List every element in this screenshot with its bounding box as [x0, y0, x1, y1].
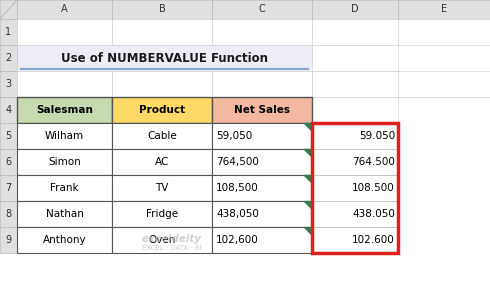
Bar [17, 123, 112, 149]
Bar [17, 71, 112, 97]
Bar [112, 123, 212, 149]
Bar [112, 227, 212, 253]
Bar [0, 45, 17, 71]
Text: C: C [259, 4, 266, 15]
Text: 764,500: 764,500 [216, 157, 259, 167]
Text: 108.500: 108.500 [352, 183, 395, 193]
Text: Nathan: Nathan [46, 209, 83, 219]
Bar [398, 19, 490, 45]
Bar [212, 123, 312, 149]
Bar [312, 19, 398, 45]
Bar [112, 175, 212, 201]
Text: Fridge: Fridge [146, 209, 178, 219]
Polygon shape [304, 227, 312, 235]
Bar [17, 19, 112, 45]
Bar [0, 227, 17, 253]
Text: 438,050: 438,050 [216, 209, 259, 219]
Bar [17, 0, 112, 19]
Bar [0, 149, 17, 175]
Text: B: B [159, 4, 166, 15]
Text: 59.050: 59.050 [359, 131, 395, 141]
Text: Cable: Cable [147, 131, 177, 141]
Bar [0, 19, 17, 45]
Bar [17, 45, 312, 71]
Bar [312, 45, 398, 71]
Text: 2: 2 [5, 53, 12, 63]
Bar [17, 175, 112, 201]
Text: 5: 5 [5, 131, 12, 141]
Text: Oven: Oven [148, 235, 176, 245]
Bar [212, 201, 312, 227]
Text: 102,600: 102,600 [216, 235, 259, 245]
Bar [0, 0, 17, 19]
Bar [212, 227, 312, 253]
Bar [212, 149, 312, 175]
Text: 764.500: 764.500 [352, 157, 395, 167]
Text: EXCEL · DATA · BI: EXCEL · DATA · BI [142, 245, 202, 251]
Bar [17, 97, 112, 123]
Text: exceldeity: exceldeity [142, 234, 202, 244]
Text: 8: 8 [5, 209, 12, 219]
Bar [17, 227, 112, 253]
Text: A: A [61, 4, 68, 15]
Text: E: E [441, 4, 447, 15]
Text: 59,050: 59,050 [216, 131, 252, 141]
Bar [0, 201, 17, 227]
Text: Frank: Frank [50, 183, 79, 193]
Text: Wilham: Wilham [45, 131, 84, 141]
Bar [17, 201, 112, 227]
Bar [17, 149, 112, 175]
Bar [212, 71, 312, 97]
Polygon shape [304, 175, 312, 183]
Text: Salesman: Salesman [36, 105, 93, 115]
Bar [312, 71, 398, 97]
Bar [0, 97, 17, 123]
Bar [112, 0, 212, 19]
Bar [398, 0, 490, 19]
Bar [312, 0, 398, 19]
Text: Net Sales: Net Sales [234, 105, 290, 115]
Bar [112, 19, 212, 45]
Bar [312, 97, 398, 123]
Text: D: D [351, 4, 359, 15]
Text: TV: TV [155, 183, 169, 193]
Bar [312, 175, 398, 201]
Text: Product: Product [139, 105, 185, 115]
Text: 3: 3 [5, 79, 12, 89]
Polygon shape [304, 123, 312, 131]
Bar [212, 175, 312, 201]
Polygon shape [304, 201, 312, 209]
Text: 9: 9 [5, 235, 12, 245]
Bar [0, 123, 17, 149]
Text: 438.050: 438.050 [352, 209, 395, 219]
Polygon shape [304, 149, 312, 157]
Bar [212, 19, 312, 45]
Bar [312, 123, 398, 253]
Text: Simon: Simon [48, 157, 81, 167]
Bar [312, 149, 398, 175]
Bar [112, 97, 212, 123]
Text: AC: AC [155, 157, 169, 167]
Bar [312, 227, 398, 253]
Text: Use of NUMBERVALUE Function: Use of NUMBERVALUE Function [61, 51, 268, 65]
Text: Anthony: Anthony [43, 235, 86, 245]
Bar [112, 149, 212, 175]
Bar [112, 71, 212, 97]
Text: 6: 6 [5, 157, 12, 167]
Text: 102.600: 102.600 [352, 235, 395, 245]
Bar [398, 71, 490, 97]
Text: 4: 4 [5, 105, 12, 115]
Text: 1: 1 [5, 27, 12, 37]
Bar [212, 0, 312, 19]
Bar [112, 201, 212, 227]
Bar [312, 201, 398, 227]
Bar [312, 123, 398, 149]
Text: 108,500: 108,500 [216, 183, 259, 193]
Bar [0, 71, 17, 97]
Bar [212, 97, 312, 123]
Text: 7: 7 [5, 183, 12, 193]
Bar [0, 175, 17, 201]
